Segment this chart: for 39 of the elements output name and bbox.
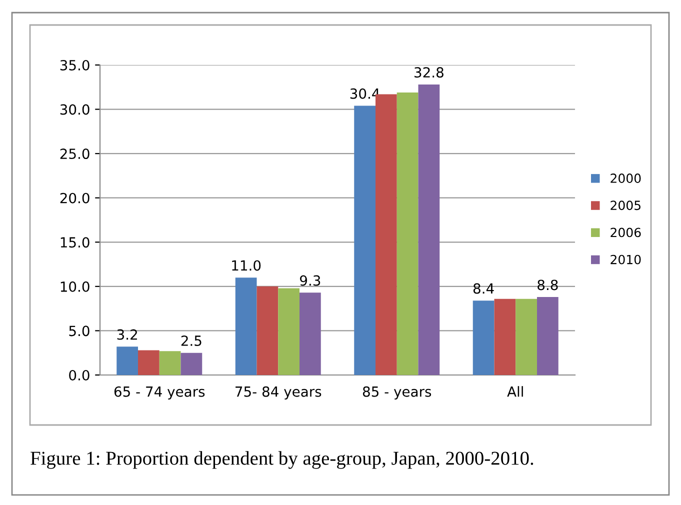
- y-tick-label: 5.0: [69, 326, 90, 336]
- bar: [537, 297, 558, 375]
- data-label: 9.3: [300, 275, 320, 286]
- bar: [180, 352, 202, 375]
- legend-label: 2010: [610, 254, 641, 264]
- bar: [472, 300, 494, 375]
- bar: [418, 84, 440, 375]
- y-tick-label: 35.0: [60, 60, 90, 70]
- bar: [516, 298, 537, 375]
- y-tick-label: 10.0: [60, 281, 90, 292]
- y-tick-label: 20.0: [60, 192, 90, 204]
- bar: [159, 351, 181, 375]
- y-tick-label: 15.0: [60, 237, 90, 248]
- data-label: 11.0: [232, 260, 261, 271]
- bar: [396, 92, 418, 375]
- bar: [278, 288, 300, 375]
- x-tick-label: 65 - 74 years: [114, 386, 205, 400]
- x-tick-label: All: [507, 386, 523, 397]
- bar: [354, 106, 376, 375]
- bar: [494, 298, 516, 375]
- data-label: 2.5: [181, 335, 202, 346]
- bar: [116, 346, 138, 375]
- caption: Figure 1: Proportion dependent by age-group, Japan, 2000-2010.: [30, 451, 534, 469]
- data-label: 3.2: [117, 329, 137, 340]
- y-tick-label: 25.0: [60, 148, 90, 160]
- bar: [300, 292, 321, 375]
- data-label: 32.8: [414, 67, 444, 78]
- legend-label: 2000: [610, 174, 641, 183]
- x-tick-label: 75- 84 years: [236, 386, 322, 400]
- bar: [256, 286, 278, 375]
- legend-label: 2006: [610, 228, 641, 238]
- x-tick-label: 85 - years: [362, 386, 432, 400]
- bar: [138, 350, 160, 375]
- y-tick-label: 30.0: [60, 104, 90, 115]
- bar: [235, 278, 257, 375]
- data-label: 8.4: [473, 283, 494, 294]
- y-tick-label: 0.0: [69, 370, 90, 380]
- legend-label: 2005: [610, 200, 640, 210]
- data-label: 8.8: [538, 280, 558, 290]
